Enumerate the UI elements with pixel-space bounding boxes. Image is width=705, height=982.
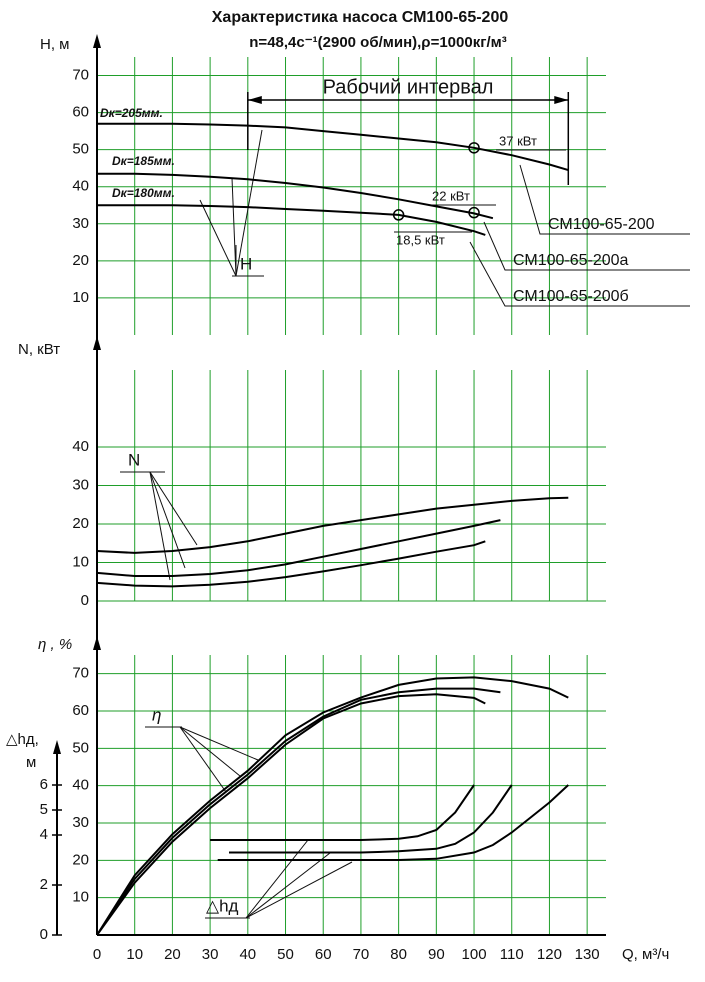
y-tick-label: 40 bbox=[72, 777, 89, 794]
y-tick-label: 50 bbox=[72, 739, 89, 756]
series-label: Dк=185мм. bbox=[112, 154, 175, 168]
operating-point bbox=[468, 206, 480, 219]
x-tick-label: 130 bbox=[575, 946, 600, 963]
y-axis-label: N, кВт bbox=[18, 341, 60, 358]
leader bbox=[469, 241, 690, 307]
y-tick-label: 50 bbox=[72, 141, 89, 158]
curve-label: △hд bbox=[206, 896, 239, 915]
curve bbox=[229, 784, 513, 854]
leader bbox=[179, 726, 227, 793]
y2-tick-label: 4 bbox=[40, 826, 48, 843]
curve bbox=[96, 496, 569, 554]
power-label: 18,5 кВт bbox=[396, 232, 445, 247]
x-tick-label: 50 bbox=[277, 946, 294, 963]
y2-axis-unit: м bbox=[26, 754, 36, 771]
axis-arrow bbox=[93, 34, 101, 48]
operating-point bbox=[392, 209, 405, 221]
leader bbox=[245, 861, 353, 919]
y-tick-label: 20 bbox=[72, 515, 89, 532]
x-tick-label: 0 bbox=[93, 946, 101, 963]
curve bbox=[97, 172, 494, 220]
curve bbox=[96, 693, 486, 936]
y2-tick-label: 6 bbox=[40, 776, 48, 793]
y-tick-label: 40 bbox=[72, 178, 89, 195]
power-label: 37 кВт bbox=[499, 133, 537, 148]
y2-axis-label: △hд, bbox=[6, 731, 39, 748]
interval-label: Рабочий интервал bbox=[323, 76, 494, 98]
leader bbox=[179, 726, 241, 777]
curve bbox=[96, 676, 569, 936]
pump-name: СМ100-65-200а bbox=[513, 252, 629, 269]
y-tick-label: 10 bbox=[72, 889, 89, 906]
leader bbox=[199, 199, 237, 277]
y-tick-label: 60 bbox=[72, 104, 89, 121]
pump-name: СМ100-65-200б bbox=[513, 288, 629, 305]
leader bbox=[149, 471, 171, 581]
pump-name: СМ100-65-200 bbox=[548, 216, 655, 233]
x-tick-label: 60 bbox=[315, 946, 332, 963]
x-tick-label: 90 bbox=[428, 946, 445, 963]
leader bbox=[149, 471, 198, 546]
y2-tick-label: 0 bbox=[40, 926, 48, 943]
leader bbox=[179, 726, 259, 761]
y-tick-label: 30 bbox=[72, 814, 89, 831]
curve bbox=[96, 687, 501, 936]
y-axis-label: H, м bbox=[40, 36, 69, 53]
axis-arrow bbox=[93, 336, 101, 350]
y-tick-label: 60 bbox=[72, 702, 89, 719]
curve bbox=[210, 784, 475, 841]
x-tick-label: 100 bbox=[462, 946, 487, 963]
curve bbox=[96, 540, 486, 588]
x-tick-label: 20 bbox=[164, 946, 181, 963]
chart-subtitle: n=48,4с⁻¹(2900 об/мин),ρ=1000кг/м³ bbox=[249, 34, 506, 51]
leader bbox=[245, 852, 331, 919]
x-tick-label: 40 bbox=[239, 946, 256, 963]
leader bbox=[231, 177, 237, 277]
series-label: Dк=180мм. bbox=[112, 186, 175, 200]
y-tick-label: 10 bbox=[72, 289, 89, 306]
y-tick-label: 70 bbox=[72, 67, 89, 84]
leader bbox=[519, 164, 690, 235]
curve bbox=[97, 204, 486, 236]
series-label: Dк=205мм. bbox=[100, 106, 163, 120]
interval-arrow bbox=[554, 96, 569, 104]
curve-label: η bbox=[152, 705, 161, 724]
y-tick-label: 10 bbox=[72, 553, 89, 570]
curve-label: H bbox=[240, 254, 252, 273]
x-axis-label: Q, м³/ч bbox=[622, 946, 669, 963]
x-tick-label: 110 bbox=[500, 946, 524, 963]
y-tick-label: 20 bbox=[72, 851, 89, 868]
chart-title: Характеристика насоса СМ100-65-200 bbox=[212, 9, 509, 26]
y-tick-label: 70 bbox=[72, 665, 89, 682]
operating-point bbox=[468, 142, 480, 154]
leader bbox=[149, 471, 186, 569]
x-tick-label: 10 bbox=[126, 946, 143, 963]
y-tick-label: 0 bbox=[81, 592, 89, 609]
y2-tick-label: 2 bbox=[40, 876, 48, 893]
y-tick-label: 30 bbox=[72, 476, 89, 493]
curve bbox=[217, 784, 569, 861]
leader bbox=[235, 129, 263, 277]
power-label: 22 кВт bbox=[432, 188, 470, 203]
x-tick-label: 120 bbox=[537, 946, 562, 963]
leader bbox=[483, 221, 690, 271]
y-tick-label: 30 bbox=[72, 215, 89, 232]
x-tick-label: 70 bbox=[353, 946, 370, 963]
curve-label: N bbox=[128, 450, 140, 469]
axis-arrow bbox=[53, 740, 61, 754]
y-axis-label: η , % bbox=[38, 636, 72, 653]
x-tick-label: 30 bbox=[202, 946, 219, 963]
y-tick-label: 20 bbox=[72, 252, 89, 269]
curve bbox=[96, 519, 501, 577]
x-tick-label: 80 bbox=[390, 946, 407, 963]
y-tick-label: 40 bbox=[72, 438, 89, 455]
y2-tick-label: 5 bbox=[40, 801, 48, 818]
axis-arrow bbox=[93, 636, 101, 650]
interval-arrow bbox=[247, 96, 262, 104]
curve bbox=[97, 122, 569, 172]
